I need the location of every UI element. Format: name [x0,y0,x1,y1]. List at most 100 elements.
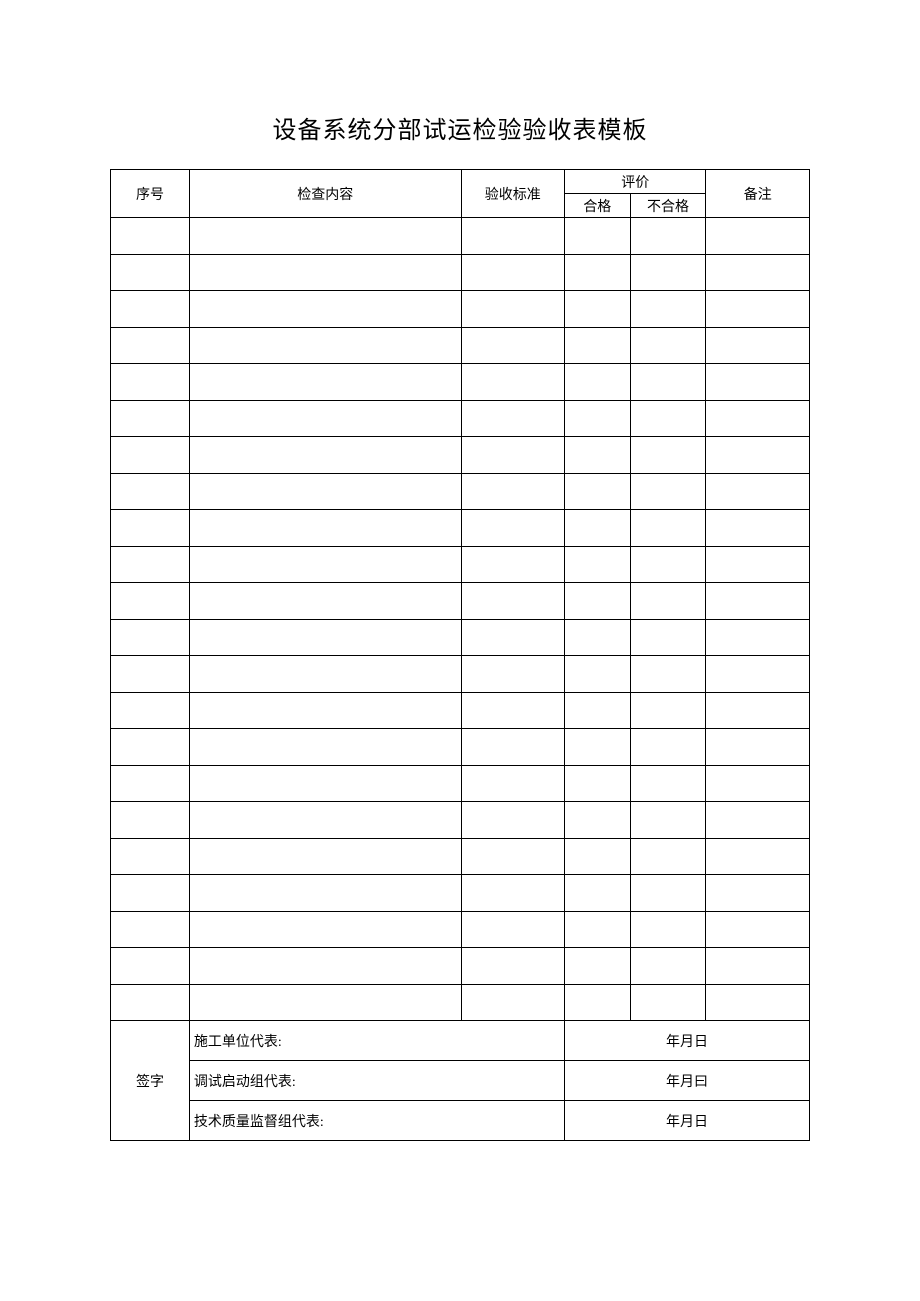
table-cell [461,911,565,948]
table-cell [461,400,565,437]
table-cell [111,875,190,912]
table-cell [706,948,810,985]
table-cell [706,838,810,875]
table-row [111,254,810,291]
table-cell [706,619,810,656]
table-cell [461,583,565,620]
table-cell [565,400,631,437]
table-cell [461,254,565,291]
table-row [111,802,810,839]
table-cell [565,473,631,510]
table-cell [706,692,810,729]
table-cell [706,656,810,693]
table-cell [111,364,190,401]
table-cell [565,838,631,875]
table-cell [111,802,190,839]
table-cell [461,984,565,1021]
table-cell [461,838,565,875]
table-cell [111,218,190,255]
table-cell [630,510,706,547]
table-cell [565,765,631,802]
signature-row: 签字施工单位代表:年月日 [111,1021,810,1061]
table-cell [461,729,565,766]
table-cell [706,510,810,547]
table-cell [189,473,461,510]
table-cell [189,948,461,985]
table-cell [706,911,810,948]
table-cell [111,254,190,291]
table-cell [630,254,706,291]
signature-row: 技术质量监督组代表:年月日 [111,1101,810,1141]
table-cell [189,437,461,474]
table-cell [189,254,461,291]
signature-date-label: 年月日 [565,1021,810,1061]
table-cell [565,656,631,693]
table-cell [111,619,190,656]
table-cell [706,473,810,510]
signature-row: 调试启动组代表:年月曰 [111,1061,810,1101]
table-cell [706,218,810,255]
col-header-fail: 不合格 [630,194,706,218]
table-row [111,765,810,802]
table-row [111,510,810,547]
table-cell [461,473,565,510]
table-cell [189,838,461,875]
table-cell [461,948,565,985]
table-cell [630,619,706,656]
table-cell [565,692,631,729]
table-cell [189,327,461,364]
table-cell [461,437,565,474]
table-cell [630,692,706,729]
col-header-standard: 验收标准 [461,170,565,218]
table-cell [189,218,461,255]
table-row [111,327,810,364]
table-cell [111,510,190,547]
table-cell [630,473,706,510]
header-row: 序号 检查内容 验收标准 评价 备注 [111,170,810,194]
table-cell [111,838,190,875]
signature-date-label: 年月曰 [565,1061,810,1101]
table-cell [189,875,461,912]
table-cell [461,510,565,547]
table-cell [189,510,461,547]
table-cell [706,327,810,364]
table-cell [189,583,461,620]
table-cell [461,765,565,802]
table-row [111,875,810,912]
table-cell [111,546,190,583]
table-row [111,948,810,985]
signature-role-label: 技术质量监督组代表: [189,1101,564,1141]
table-row [111,400,810,437]
table-cell [630,218,706,255]
table-cell [630,546,706,583]
table-cell [565,546,631,583]
table-row [111,473,810,510]
table-cell [189,291,461,328]
table-cell [111,729,190,766]
table-row [111,838,810,875]
signature-role-label: 施工单位代表: [189,1021,564,1061]
table-cell [706,254,810,291]
table-cell [111,327,190,364]
table-cell [706,400,810,437]
table-cell [461,327,565,364]
table-cell [565,327,631,364]
table-cell [630,911,706,948]
table-cell [630,729,706,766]
table-cell [565,911,631,948]
table-cell [189,984,461,1021]
table-cell [630,765,706,802]
table-cell [565,291,631,328]
table-cell [461,364,565,401]
table-cell [630,437,706,474]
table-cell [111,583,190,620]
table-cell [630,400,706,437]
table-cell [565,364,631,401]
table-cell [189,364,461,401]
table-cell [111,692,190,729]
table-cell [706,364,810,401]
col-header-eval: 评价 [565,170,706,194]
table-cell [189,765,461,802]
table-cell [189,656,461,693]
table-row [111,729,810,766]
